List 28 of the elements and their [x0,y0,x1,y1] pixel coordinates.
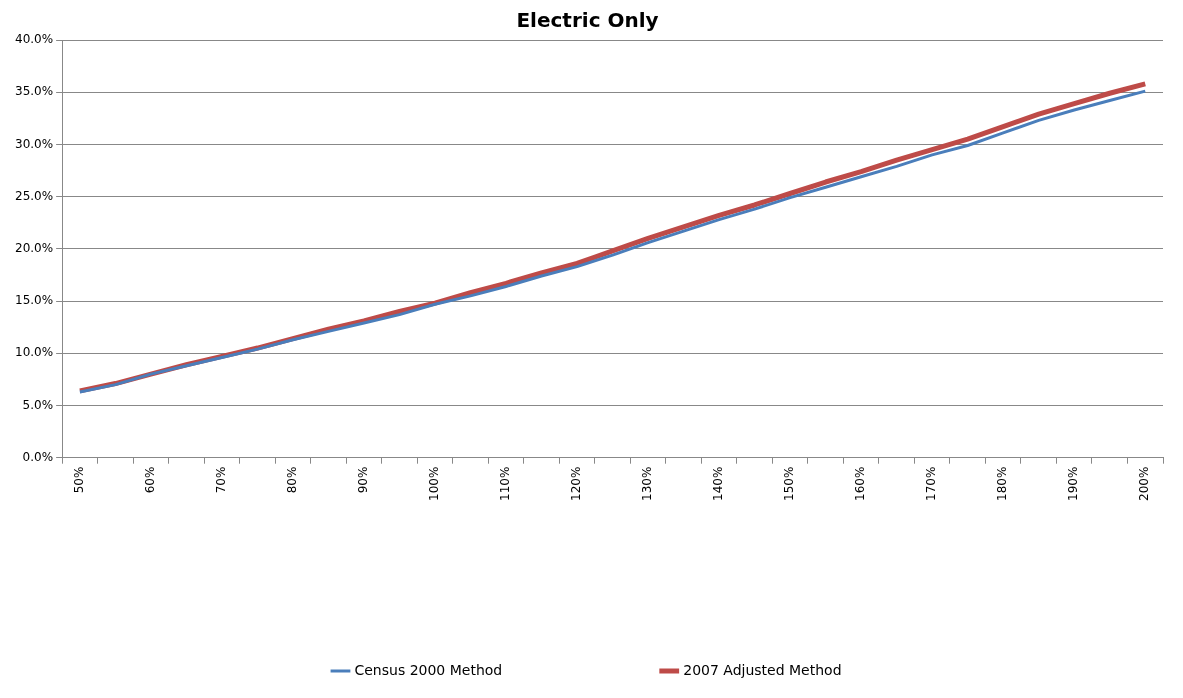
x-tick-label: 190% [1066,466,1081,502]
y-tick-label: 5.0% [22,397,54,412]
x-tick-label: 100% [427,466,442,502]
x-tick-label: 160% [853,466,868,502]
y-tick-label: 25.0% [15,188,54,203]
y-tick-label: 35.0% [15,84,54,99]
x-tick-label: 130% [640,466,655,502]
x-tick-label: 70% [214,466,229,494]
y-tick-label: 0.0% [22,449,54,464]
y-tick-label: 15.0% [15,293,54,308]
x-tick-label: 90% [356,466,371,494]
x-tick-label: 80% [285,466,300,494]
y-tick-label: 30.0% [15,136,54,151]
x-tick-label: 170% [924,466,939,502]
x-tick-label: 50% [72,466,86,494]
y-tick-label: 10.0% [15,345,54,360]
x-tick-label: 140% [711,466,726,502]
x-tick-label: 120% [569,466,584,502]
y-tick-label: 40.0% [15,32,54,47]
x-tick-label: 60% [143,466,158,494]
x-tick-label: 110% [498,466,513,502]
x-tick-label: 150% [782,466,797,502]
x-tick-label: 200% [1137,466,1152,502]
chart-title: Electric Only [516,8,659,33]
x-tick-label: 180% [995,466,1010,502]
legend-label: Census 2000 Method [354,661,503,678]
legend-label: 2007 Adjusted Method [683,661,842,678]
y-tick-label: 20.0% [15,240,54,255]
